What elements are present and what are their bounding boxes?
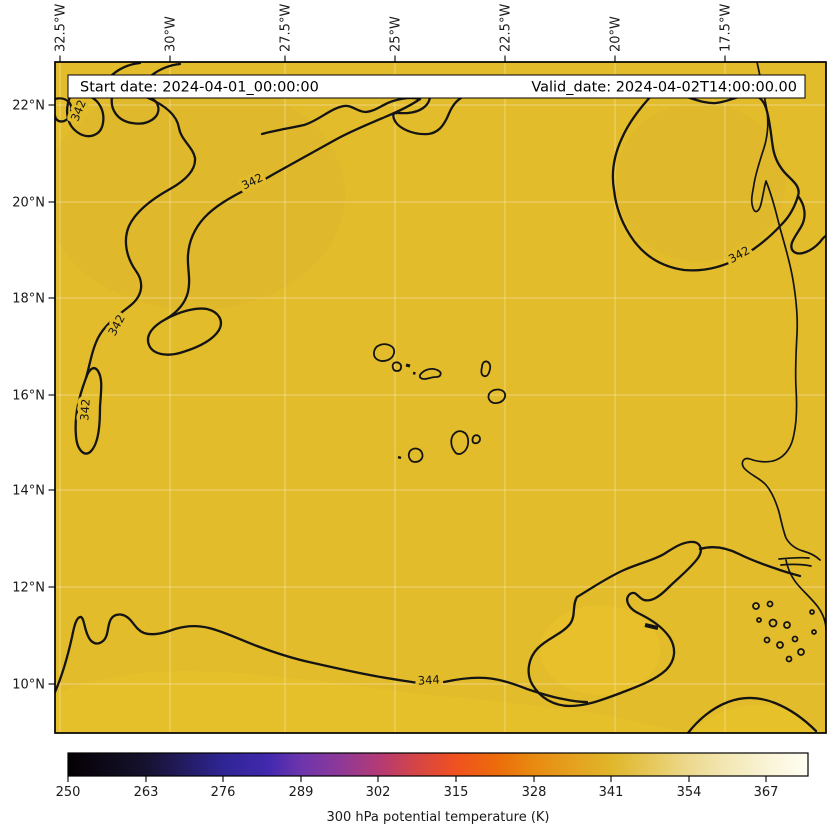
- colorbar-tick-label-4: 302: [366, 785, 391, 800]
- colorbar-tick-label-1: 263: [134, 785, 159, 800]
- contour-342-northeast: [611, 92, 826, 272]
- grid-lines: [55, 62, 826, 733]
- top-axis-label-5: 20°W: [609, 16, 624, 52]
- left-axis-label-4: 14°N: [12, 484, 45, 499]
- top-axis-label-4: 22.5°W: [499, 4, 514, 52]
- colorbar-tick-label-0: 250: [56, 785, 81, 800]
- colorbar-tick-label-7: 341: [599, 785, 624, 800]
- left-axis-label-0: 22°N: [12, 99, 45, 114]
- colorbar-ticks: [67, 776, 767, 782]
- top-axis-label-6: 17.5°W: [719, 4, 734, 52]
- top-axis-labels: 32.5°W 30°W 27.5°W 25°W 22.5°W 20°W 17.5…: [54, 4, 734, 52]
- top-axis-label-1: 30°W: [164, 16, 179, 52]
- left-axis-labels: 22°N 20°N 18°N 16°N 14°N 12°N 10°N: [12, 99, 45, 693]
- left-axis-label-6: 10°N: [12, 678, 45, 693]
- colorbar: 250 263 276 289 302 315 328 341 354 367 …: [56, 752, 809, 825]
- top-axis-label-3: 25°W: [389, 16, 404, 52]
- colorbar-tick-labels: 250 263 276 289 302 315 328 341 354 367: [56, 785, 779, 800]
- start-date-text: Start date: 2024-04-01_00:00:00: [80, 80, 319, 96]
- coastline-west-africa: [741, 62, 826, 631]
- colorbar-tick-label-6: 328: [522, 785, 547, 800]
- colorbar-tick-label-9: 367: [754, 785, 779, 800]
- left-axis-label-2: 18°N: [12, 292, 45, 307]
- left-axis-label-5: 12°N: [12, 581, 45, 596]
- title-box: Start date: 2024-04-01_00:00:00 Valid_da…: [67, 74, 806, 99]
- contour-label-342-c: 342: [77, 398, 92, 421]
- top-axis-label-0: 32.5°W: [54, 4, 69, 52]
- valid-date-text: Valid_date: 2024-04-02T14:00:00.00: [531, 80, 797, 96]
- left-axis-label-3: 16°N: [12, 389, 45, 404]
- colorbar-title: 300 hPa potential temperature (K): [326, 810, 549, 825]
- colorbar-tick-label-5: 315: [444, 785, 469, 800]
- colorbar-tick-label-2: 276: [211, 785, 236, 800]
- cape-verde-islands: [373, 343, 507, 463]
- top-axis-ticks: [59, 55, 726, 62]
- top-axis-label-2: 27.5°W: [279, 4, 294, 52]
- contour-342-northwest: [55, 62, 463, 455]
- bijagos-islands: [752, 600, 817, 663]
- colorbar-gradient: [67, 752, 809, 777]
- map-frame: [54, 61, 827, 734]
- contour-label-344-a: 344: [417, 672, 440, 687]
- contour-344-south: [55, 540, 818, 733]
- colorbar-tick-label-3: 289: [289, 785, 314, 800]
- left-axis-label-1: 20°N: [12, 196, 45, 211]
- map-canvas: [55, 62, 826, 733]
- colorbar-tick-label-8: 354: [677, 785, 702, 800]
- left-axis-ticks: [48, 104, 55, 685]
